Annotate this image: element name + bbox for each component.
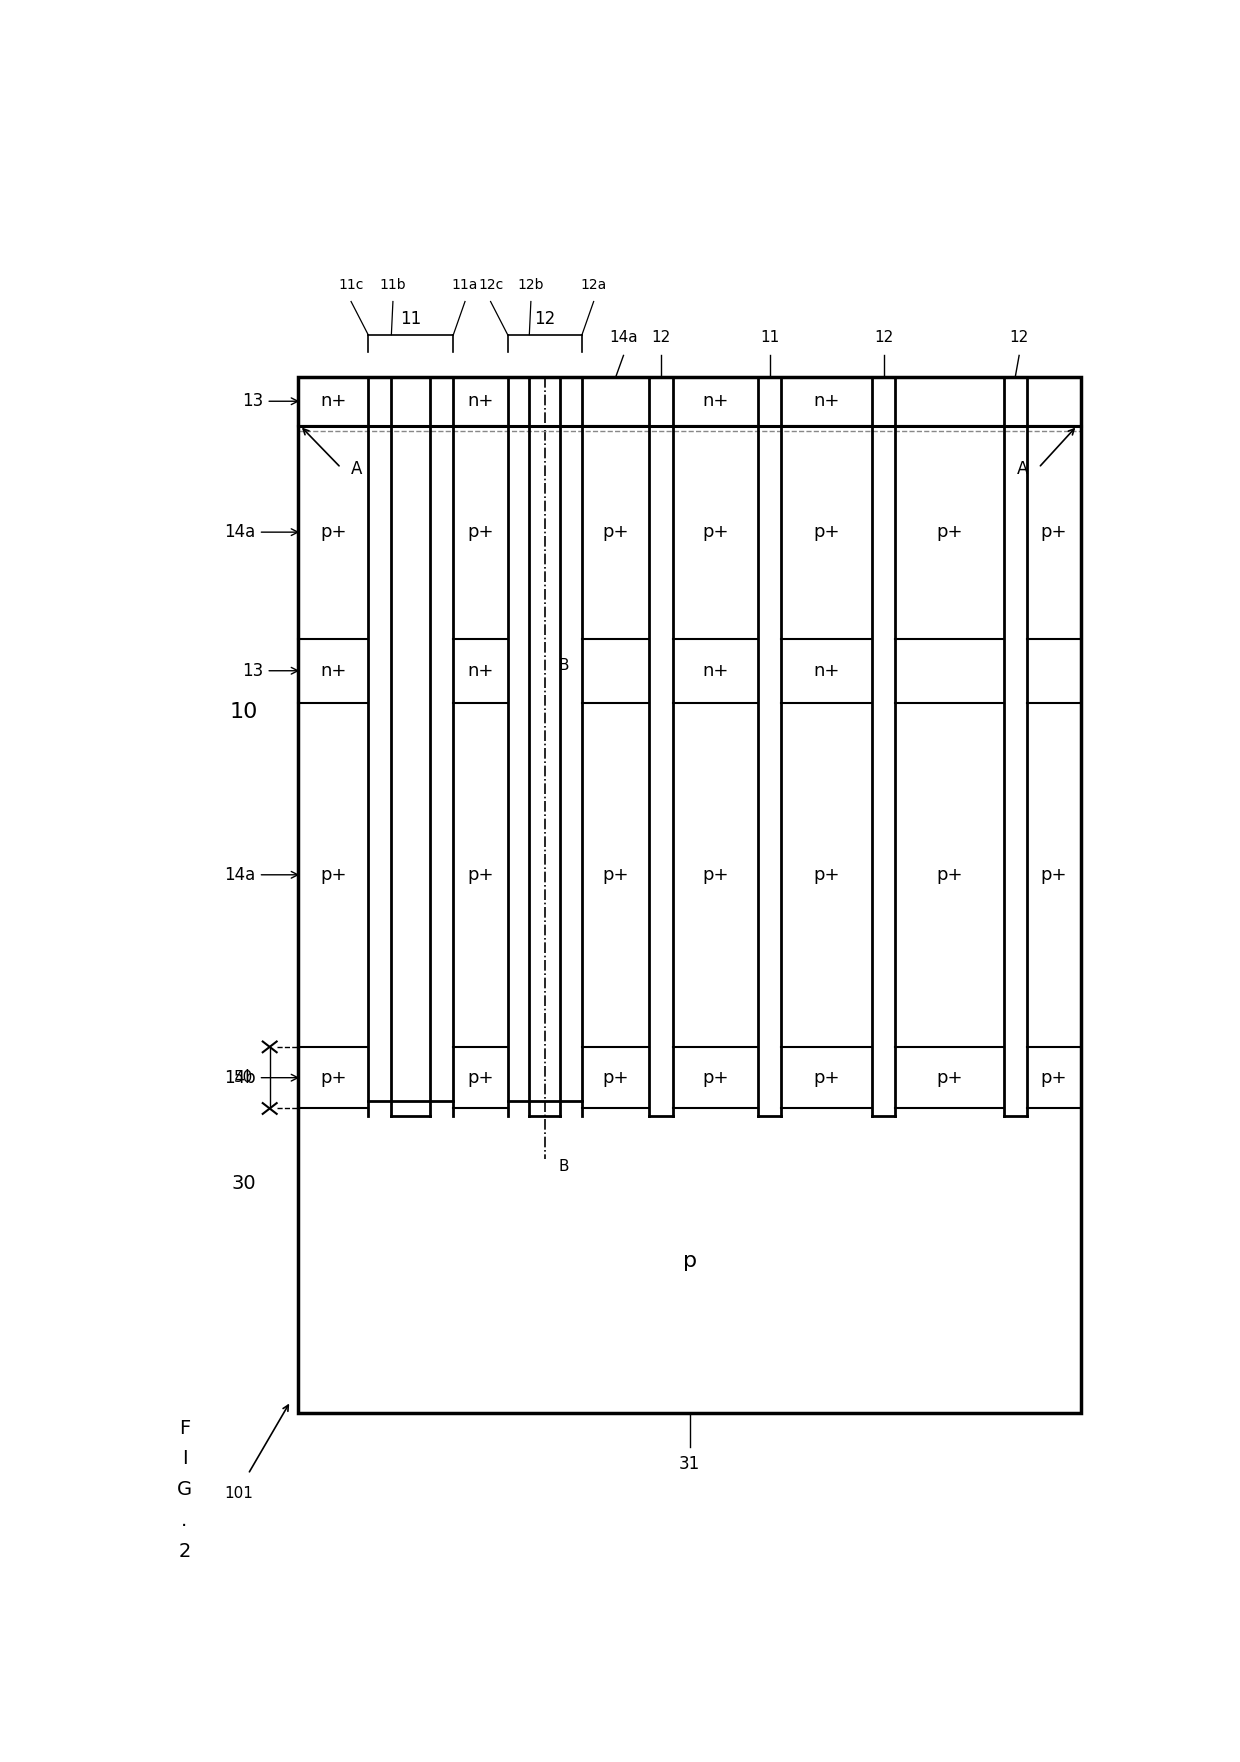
Text: A: A	[1017, 460, 1028, 478]
Text: p+: p+	[603, 1070, 629, 1087]
Text: p+: p+	[467, 1070, 494, 1087]
Text: p+: p+	[813, 1070, 839, 1087]
Text: p+: p+	[936, 865, 962, 885]
Text: 2: 2	[179, 1542, 191, 1561]
Text: 12a: 12a	[580, 278, 606, 292]
Text: n+: n+	[467, 393, 494, 411]
Text: p+: p+	[603, 865, 629, 885]
Text: p+: p+	[467, 865, 494, 885]
Text: 12: 12	[651, 329, 671, 345]
Text: p: p	[683, 1251, 697, 1270]
Text: 50: 50	[233, 1070, 253, 1085]
Text: p+: p+	[702, 523, 729, 541]
Text: 11c: 11c	[339, 278, 363, 292]
Text: 13: 13	[242, 393, 298, 411]
Text: n+: n+	[320, 663, 346, 680]
Text: B: B	[559, 1159, 569, 1173]
Text: p+: p+	[936, 1070, 962, 1087]
Text: p+: p+	[1040, 523, 1068, 541]
Text: n+: n+	[813, 663, 839, 680]
Text: n+: n+	[813, 393, 839, 411]
Text: I: I	[181, 1450, 187, 1468]
Text: 11: 11	[401, 310, 422, 328]
Text: 14a: 14a	[224, 523, 298, 541]
Text: G: G	[177, 1480, 192, 1499]
Text: n+: n+	[702, 393, 729, 411]
Text: n+: n+	[320, 393, 346, 411]
Text: 12b: 12b	[517, 278, 544, 292]
Text: 13: 13	[242, 663, 298, 680]
Text: 12: 12	[534, 310, 556, 328]
Text: 10: 10	[229, 701, 258, 722]
Text: p+: p+	[702, 1070, 729, 1087]
Text: 14a: 14a	[224, 865, 298, 885]
Text: p+: p+	[813, 523, 839, 541]
Text: 14b: 14b	[224, 1070, 298, 1087]
Text: 14a: 14a	[609, 329, 637, 345]
Bar	[299, 377, 1081, 1413]
Text: F: F	[179, 1418, 190, 1438]
Text: p+: p+	[1040, 865, 1068, 885]
Text: 11a: 11a	[451, 278, 479, 292]
Text: p+: p+	[813, 865, 839, 885]
Text: 12: 12	[874, 329, 893, 345]
Text: p+: p+	[702, 865, 729, 885]
Text: p+: p+	[320, 523, 346, 541]
Text: p+: p+	[936, 523, 962, 541]
Text: p+: p+	[467, 523, 494, 541]
Text: 101: 101	[224, 1485, 253, 1501]
Text: A: A	[351, 460, 362, 478]
Text: B: B	[559, 657, 569, 673]
Text: .: .	[181, 1512, 187, 1529]
Text: 11b: 11b	[379, 278, 407, 292]
Text: p+: p+	[603, 523, 629, 541]
Text: p+: p+	[1040, 1070, 1068, 1087]
Text: 12: 12	[1009, 329, 1029, 345]
Text: p+: p+	[320, 1070, 346, 1087]
Text: 11: 11	[760, 329, 779, 345]
Text: 30: 30	[232, 1173, 257, 1193]
Text: n+: n+	[702, 663, 729, 680]
Text: n+: n+	[467, 663, 494, 680]
Text: 12c: 12c	[477, 278, 503, 292]
Text: p+: p+	[320, 865, 346, 885]
Text: 31: 31	[680, 1455, 701, 1473]
